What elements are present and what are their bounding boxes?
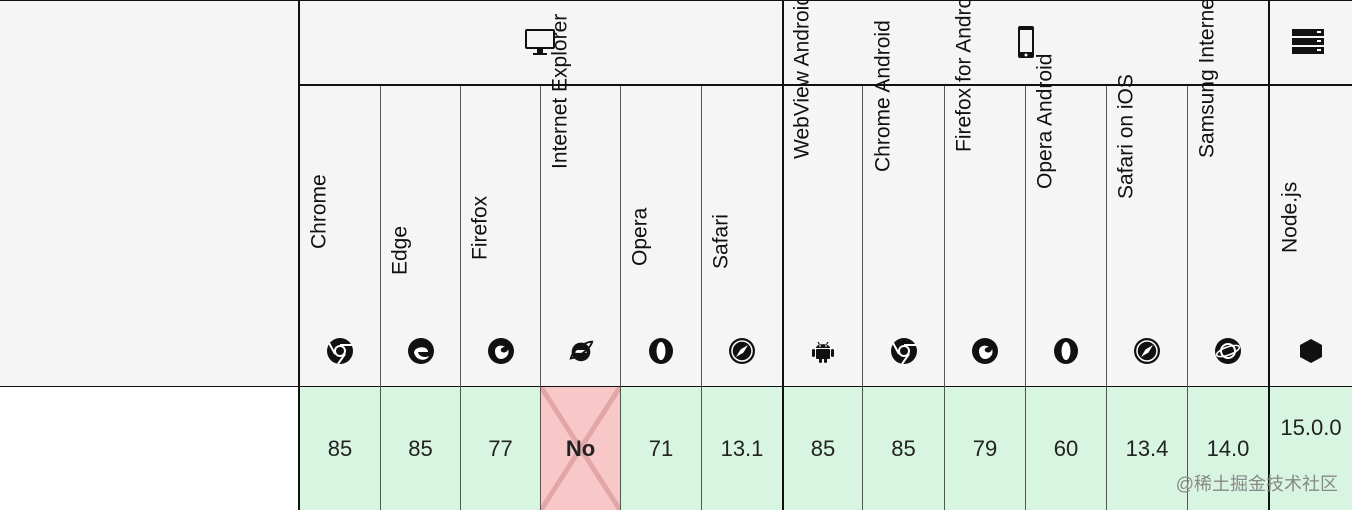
browser-firefox-label: Firefox [468, 195, 491, 260]
browser-nodejs-label: Node.js [1278, 181, 1302, 253]
browser-opera-android-header: Opera Android [1026, 53, 1106, 386]
desktop-icon [520, 22, 560, 62]
column-divider-4 [620, 86, 621, 510]
browser-samsung-internet-header: Samsung Internet [1188, 0, 1268, 386]
server-icon [1288, 22, 1328, 62]
watermark-text: @稀土掘金技术社区 [1175, 474, 1338, 494]
browser-safari-ios-label: Safari on iOS [1114, 74, 1138, 200]
support-cell-ie: No [541, 387, 620, 510]
mobile-icon [1006, 22, 1046, 62]
browser-opera-header: Opera [621, 86, 701, 386]
support-cell-opera: 71 [621, 387, 701, 510]
firefox-icon [487, 337, 515, 365]
internet-explorer-icon [567, 337, 595, 365]
browser-opera-label: Opera [628, 207, 652, 266]
browser-chrome-android-label: Chrome Android [871, 20, 894, 173]
samsung-internet-icon [1214, 337, 1242, 365]
support-cell-chrome-android: 85 [863, 387, 944, 510]
desktop-icon-svg [525, 29, 555, 55]
firefox-android-icon [971, 337, 999, 365]
mobile-server-divider [1268, 0, 1270, 510]
column-divider-3 [540, 86, 541, 510]
browser-opera-android-label: Opera Android [1033, 53, 1057, 189]
server-icon-svg [1292, 29, 1324, 54]
feature-column-divider [298, 0, 300, 510]
column-divider-9 [1025, 86, 1026, 510]
browser-samsung-internet-label: Samsung Internet [1195, 0, 1219, 159]
opera-icon [647, 337, 675, 365]
browser-safari-header: Safari [702, 86, 782, 386]
support-cell-safari-ios: 13.4 [1107, 387, 1187, 510]
feature-row-header [0, 387, 298, 510]
support-cell-webview-android: 85 [784, 387, 862, 510]
browser-safari-label: Safari [709, 214, 733, 270]
android-icon [809, 337, 837, 365]
support-cell-ie-value: No [565, 435, 596, 461]
browser-edge-header: Edge [381, 86, 460, 386]
browser-ie-header: Internet Explorer [541, 14, 620, 386]
mobile-icon-svg [1018, 26, 1034, 58]
support-cell-samsung-internet: 14.0 [1188, 387, 1268, 510]
opera-android-icon [1052, 337, 1080, 365]
browser-firefox-android-header: Firefox for Android [945, 0, 1025, 386]
platform-divider [298, 84, 1352, 86]
support-cell-firefox: 77 [461, 387, 540, 510]
browser-nodejs-header: Node.js [1270, 86, 1352, 386]
column-divider-7 [862, 86, 863, 510]
support-cell-nodejs: 15.0.0 [1270, 387, 1352, 510]
desktop-mobile-divider [782, 0, 784, 510]
browser-safari-ios-header: Safari on iOS [1107, 74, 1187, 386]
browser-webview-android-header: WebView Android [784, 0, 862, 386]
chrome-android-icon [890, 337, 918, 365]
column-divider-2 [460, 86, 461, 510]
column-divider-1 [380, 86, 381, 510]
safari-icon [728, 337, 756, 365]
chrome-icon [326, 337, 354, 365]
browser-chrome-header: Chrome [300, 86, 380, 386]
header-bottom-border [0, 386, 1352, 387]
edge-icon [407, 337, 435, 365]
support-cell-opera-android: 60 [1026, 387, 1106, 510]
browser-firefox-android-label: Firefox for Android [952, 0, 976, 153]
column-divider-10 [1106, 86, 1107, 510]
browser-chrome-label: Chrome [307, 174, 331, 250]
support-cell-safari: 13.1 [702, 387, 782, 510]
support-cell-edge: 85 [381, 387, 460, 510]
support-cell-firefox-android: 79 [945, 387, 1025, 510]
browser-chrome-android-header: Chrome Android [863, 21, 944, 386]
support-cell-chrome: 85 [300, 387, 380, 510]
browser-edge-label: Edge [388, 225, 411, 275]
browser-firefox-header: Firefox [461, 86, 540, 386]
top-border [0, 0, 1352, 1]
unsupported-cross-icon [541, 387, 620, 510]
column-divider-11 [1187, 86, 1188, 510]
browser-ie-label: Internet Explorer [548, 13, 571, 169]
safari-ios-icon [1133, 337, 1161, 365]
column-divider-5 [701, 86, 702, 510]
browser-webview-android-label: WebView Android [790, 0, 814, 159]
nodejs-icon [1297, 337, 1325, 365]
column-divider-8 [944, 86, 945, 510]
